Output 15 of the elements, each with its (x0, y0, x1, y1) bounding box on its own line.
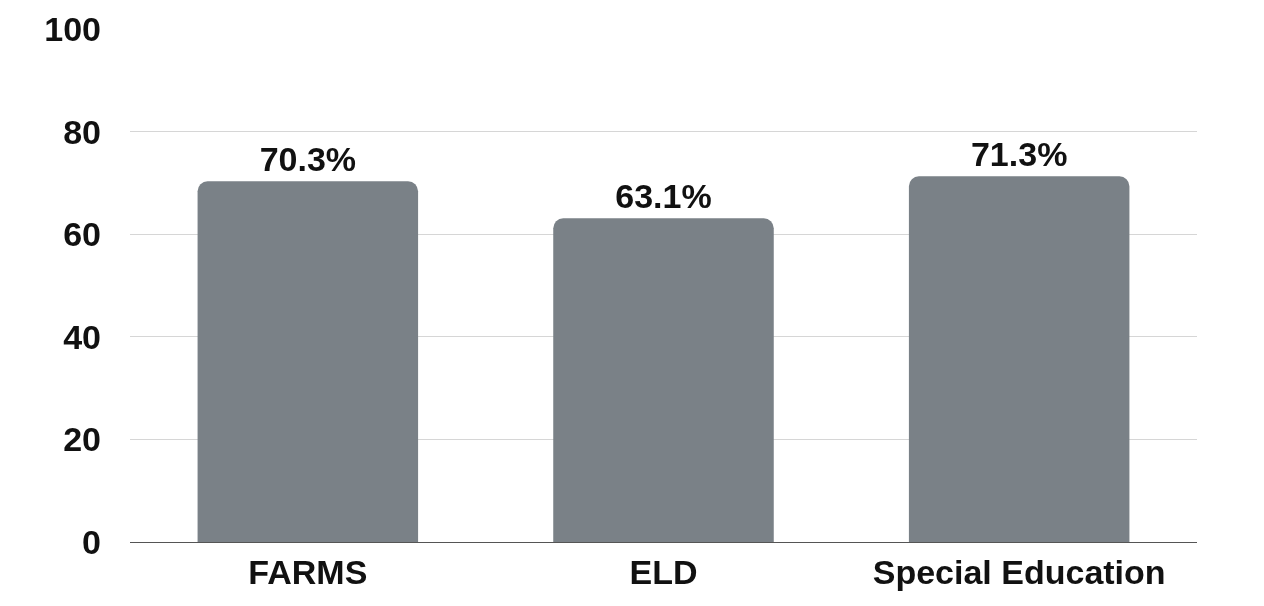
bar (197, 181, 419, 542)
y-tick-label: 100 (44, 9, 101, 48)
data-label: 63.1% (615, 177, 712, 216)
x-tick-label: ELD (629, 552, 698, 591)
bar (908, 176, 1130, 542)
bar (553, 218, 774, 542)
y-tick-label: 80 (63, 112, 101, 151)
y-tick-label: 60 (63, 215, 101, 254)
data-label: 70.3% (259, 140, 357, 179)
data-label: 71.3% (970, 135, 1068, 174)
y-tick-label: 20 (63, 420, 101, 459)
y-tick-label: 0 (82, 522, 101, 561)
x-tick-label: Special Education (872, 552, 1166, 591)
y-tick-label: 40 (63, 317, 101, 356)
x-tick-label: FARMS (248, 552, 368, 591)
